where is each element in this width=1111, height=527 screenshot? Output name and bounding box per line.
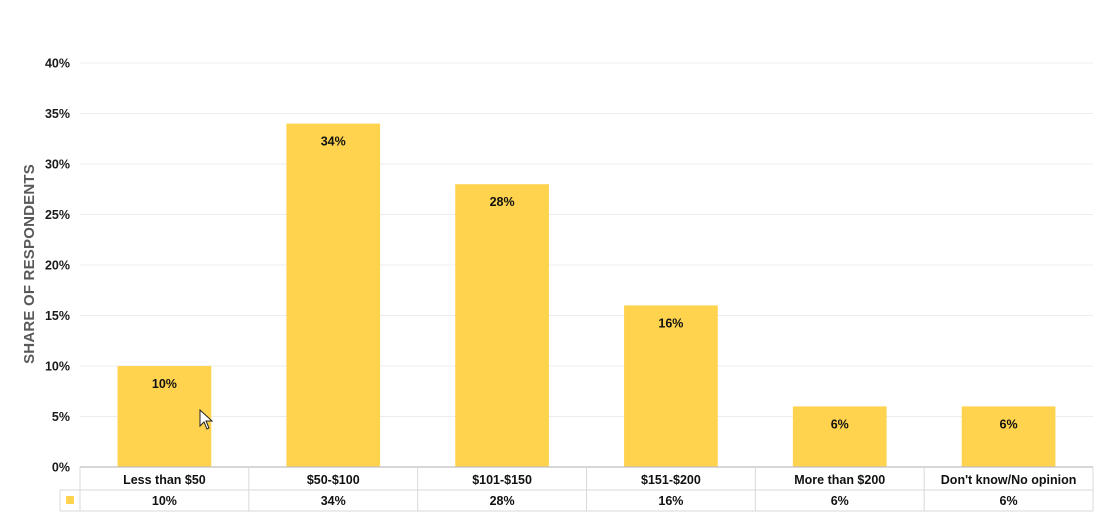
table-value-cell: 6% [1000, 494, 1018, 508]
y-tick-label: 5% [52, 410, 70, 424]
x-category-label: $50-$100 [307, 473, 360, 487]
bar-data-label: 6% [831, 417, 849, 431]
table-value-cell: 10% [152, 494, 177, 508]
bar [286, 123, 381, 467]
y-axis-title: SHARE OF RESPONDENTS [21, 164, 38, 364]
mouse-cursor-icon [199, 408, 214, 430]
y-tick-label: 40% [45, 57, 70, 71]
y-tick-label: 25% [45, 208, 70, 222]
bar-data-label: 34% [321, 135, 346, 149]
bar-data-label: 10% [152, 377, 177, 391]
bar-data-label: 6% [1000, 417, 1018, 431]
table-value-cell: 28% [490, 494, 515, 508]
y-tick-label: 15% [45, 309, 70, 323]
bar [117, 366, 212, 467]
gridlines [80, 62, 1093, 417]
table-value-cell: 34% [321, 494, 346, 508]
y-tick-label: 30% [45, 158, 70, 172]
bar [624, 305, 718, 467]
bar [961, 406, 1056, 467]
x-category-label: Less than $50 [123, 473, 206, 487]
x-category-label: More than $200 [794, 473, 885, 487]
table-value-cell: 16% [658, 494, 683, 508]
y-tick-label: 0% [52, 461, 70, 475]
y-tick-label: 10% [45, 360, 70, 374]
table-value-cell: 6% [831, 494, 849, 508]
y-axis-ticks: 0% 5% 10% 15% 20% 25% 30% 35% 40% [45, 57, 70, 475]
y-tick-label: 35% [45, 107, 70, 121]
legend-key-swatch [66, 496, 74, 504]
x-category-label: $151-$200 [641, 473, 701, 487]
bar-data-label: 28% [490, 195, 515, 209]
x-category-label: Don't know/No opinion [941, 473, 1077, 487]
bars: 10% 34% 28% 16% 6% 6% [117, 123, 1056, 467]
bar [455, 184, 549, 467]
x-category-label: $101-$150 [472, 473, 532, 487]
bar-data-label: 16% [658, 316, 683, 330]
data-table: Less than $50 10% $50-$100 34% $101-$150 28% $… [59, 466, 1094, 512]
bar [792, 406, 887, 467]
y-tick-label: 20% [45, 259, 70, 273]
